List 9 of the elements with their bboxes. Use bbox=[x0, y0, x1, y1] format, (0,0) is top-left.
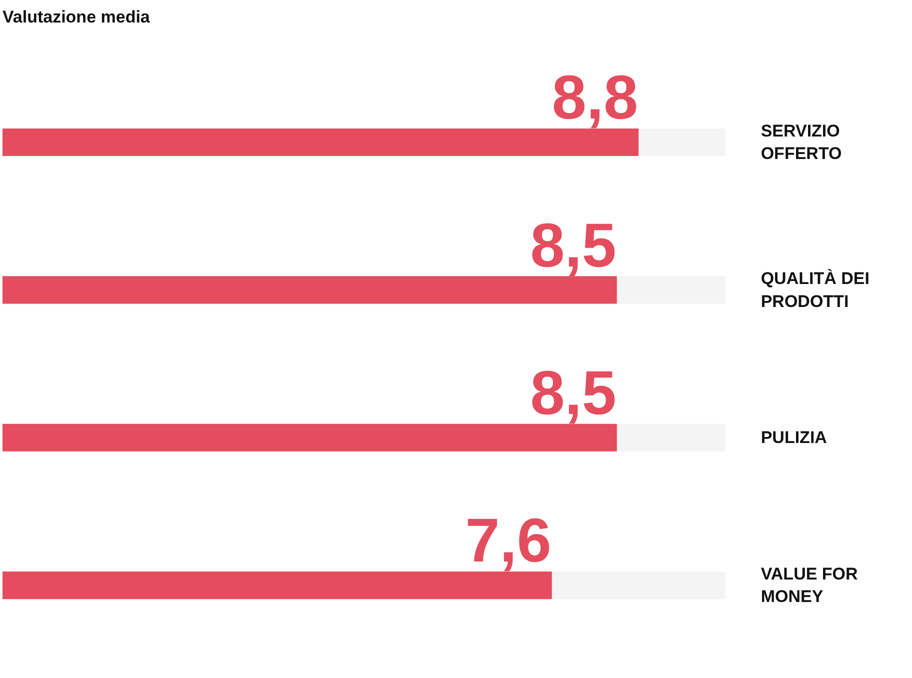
data-label: 8,5 bbox=[530, 211, 616, 280]
chart-title: Valutazione media bbox=[2, 8, 150, 26]
data-label: 7,6 bbox=[465, 506, 552, 576]
data-label: 8,5 bbox=[530, 358, 616, 428]
data-label: 8,8 bbox=[552, 64, 638, 133]
y-tick-label: QUALITÀ DEI PRODOTTI bbox=[760, 268, 870, 311]
y-tick-label: PULIZIA bbox=[760, 428, 827, 448]
y-tick-label: SERVIZIO OFFERTO bbox=[760, 121, 842, 164]
y-tick-label: VALUE FOR MONEY bbox=[760, 564, 858, 606]
